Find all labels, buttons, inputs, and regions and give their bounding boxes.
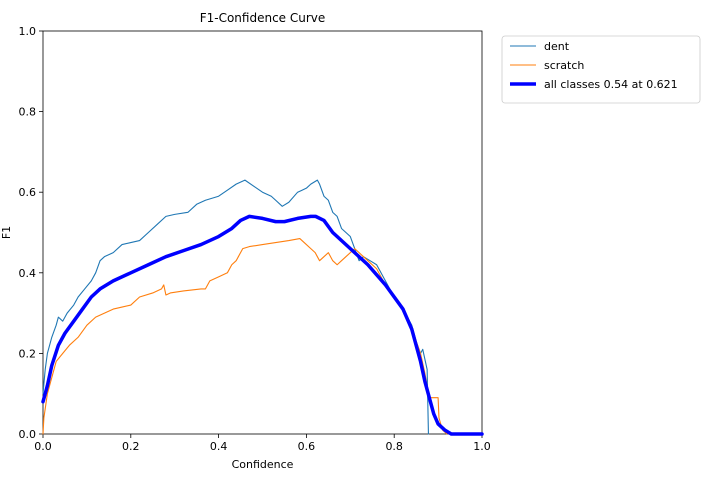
y-tick-label: 0.8 [19, 106, 37, 119]
x-tick-label: 0.0 [34, 440, 52, 453]
chart-title: F1-Confidence Curve [200, 11, 326, 25]
x-axis-label: Confidence [232, 458, 294, 471]
x-tick-label: 0.2 [122, 440, 140, 453]
x-tick-label: 0.6 [298, 440, 316, 453]
x-tick-label: 1.0 [473, 440, 491, 453]
x-tick-label: 0.8 [385, 440, 403, 453]
y-tick-label: 1.0 [19, 25, 37, 38]
series-line-dent [42, 179, 429, 435]
legend-label: dent [544, 40, 570, 53]
x-tick-label: 0.4 [210, 440, 228, 453]
series-line-all-classes-0-54-at-0-621 [41, 214, 484, 436]
y-tick-label: 0.0 [19, 428, 37, 441]
y-tick-label: 0.2 [19, 347, 37, 360]
legend-label: scratch [544, 59, 584, 72]
y-tick-label: 0.6 [19, 186, 37, 199]
legend-label: all classes 0.54 at 0.621 [544, 78, 678, 91]
legend-box [501, 35, 701, 104]
plot-area-frame [42, 30, 483, 435]
y-tick-label: 0.4 [19, 267, 37, 280]
y-axis-label: F1 [0, 226, 13, 239]
